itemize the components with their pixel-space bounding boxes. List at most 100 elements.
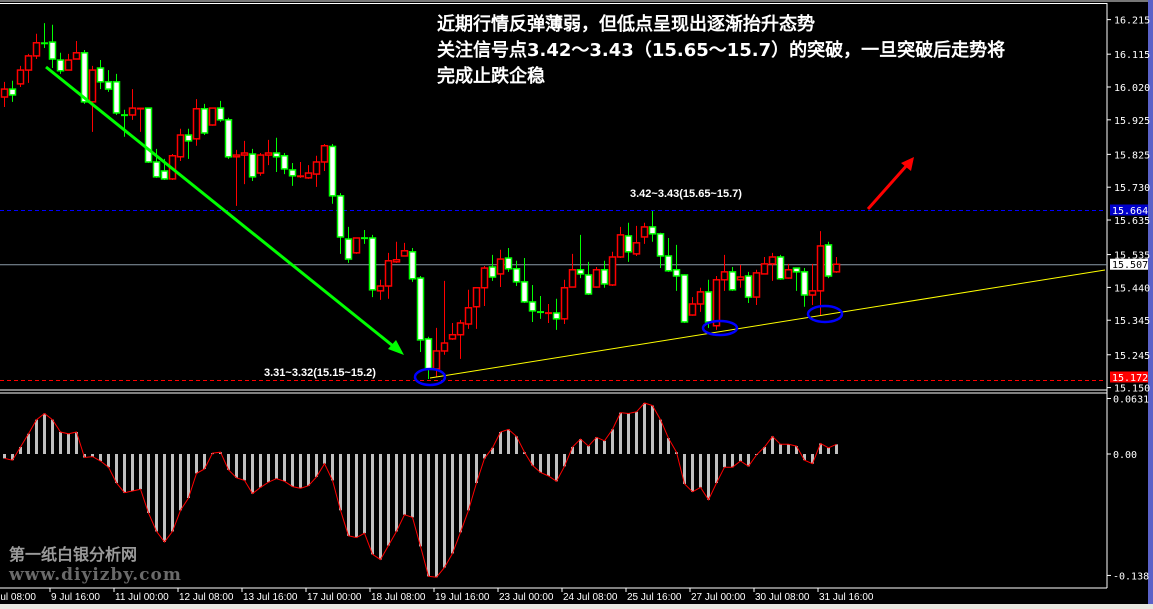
candle-bullish: [832, 256, 841, 273]
candle-body: [672, 269, 681, 277]
candle-body: [176, 134, 185, 158]
histogram-bar: [411, 454, 414, 518]
candle-bearish: [824, 241, 833, 279]
svg-text:15.507: 15.507: [1112, 260, 1148, 271]
candle-bullish: [16, 65, 25, 88]
time-tick-label: 27 Jul 00:00: [691, 592, 746, 603]
candle-bullish: [128, 89, 137, 120]
histogram-bar: [691, 454, 694, 492]
low-circle-3[interactable]: [806, 304, 844, 324]
candle-bullish: [72, 41, 81, 60]
low-circle-2[interactable]: [701, 319, 739, 337]
candle-body: [376, 285, 385, 292]
candle-bullish: [312, 155, 321, 187]
svg-text:15.664: 15.664: [1112, 206, 1148, 217]
candle-body: [480, 267, 489, 289]
time-tick-label: 11 Jul 00:00: [115, 592, 169, 603]
histogram-bar: [459, 454, 462, 533]
histogram-bar: [59, 432, 62, 454]
histogram-bar: [723, 454, 726, 468]
histogram-bar: [491, 447, 494, 454]
candle-bullish: [376, 279, 385, 300]
candle-body: [304, 172, 313, 179]
candle-body: [192, 108, 201, 140]
candle-bearish: [216, 100, 225, 122]
candle-bearish: [648, 211, 657, 242]
candle-bullish: [320, 144, 329, 171]
histogram-bar: [11, 454, 14, 461]
candle-bullish: [64, 53, 73, 71]
histogram-bar: [395, 454, 398, 532]
candle-bearish: [80, 50, 89, 104]
histogram-bar: [339, 454, 342, 511]
time-tick-label: 17 Jul 00:00: [307, 592, 362, 603]
histogram-bar: [171, 454, 174, 532]
candle-bullish: [256, 152, 265, 176]
candle-bearish: [624, 222, 633, 262]
candle-body: [184, 134, 193, 142]
candle-body: [576, 269, 585, 275]
histogram-bar: [315, 454, 318, 477]
candle-body: [832, 263, 841, 273]
time-tick-label: 6 Jul 08:00: [0, 592, 36, 603]
time-tick-label: 31 Jul 16:00: [819, 592, 874, 603]
price-tick-label: 15.245: [1114, 351, 1150, 362]
candle-bullish: [808, 263, 817, 306]
candle-body: [144, 107, 153, 163]
histogram-bar: [147, 454, 150, 513]
candle-bullish: [472, 286, 481, 329]
candle-body: [216, 107, 225, 121]
histogram-bar: [571, 446, 574, 454]
candle-body: [200, 108, 209, 134]
candle-body: [48, 41, 57, 60]
histogram-bar: [611, 429, 614, 454]
candle-bearish: [224, 117, 233, 159]
candle-bullish: [480, 265, 489, 307]
low-circle-1[interactable]: [413, 367, 447, 387]
candle-bearish: [672, 244, 681, 291]
histogram-bar: [387, 454, 390, 546]
histogram-bar: [563, 454, 566, 467]
candle-bearish: [552, 298, 561, 330]
price-axis: 16.215 16.115 16.020 15.925 15.825 15.730 15.6…: [1107, 16, 1150, 395]
candle-bearish: [408, 248, 417, 282]
price-tick-label: 16.020: [1114, 83, 1150, 94]
support-annotation: 3.31~3.32(15.15~15.2): [264, 367, 376, 379]
price-tick-label: 15.825: [1114, 150, 1150, 161]
candle-body: [0, 88, 9, 98]
candle-body: [248, 153, 257, 178]
candle-body: [312, 161, 321, 175]
price-tick-label: 15.150: [1114, 384, 1150, 395]
candle-bearish: [152, 148, 161, 178]
breakout-arrow[interactable]: [866, 157, 914, 210]
svg-text:15.172: 15.172: [1112, 373, 1148, 384]
candle-body: [416, 277, 425, 341]
time-axis: 6 Jul 08:00 9 Jul 16:00 11 Jul 00:00 12 Jul…: [0, 588, 874, 603]
downtrend-arrow[interactable]: [45, 65, 404, 355]
candle-body: [616, 234, 625, 258]
histogram-bar: [595, 437, 598, 454]
histogram-bar: [427, 454, 430, 577]
time-tick-label: 23 Jul 00:00: [499, 592, 554, 603]
histogram-bar: [635, 411, 638, 454]
current-price-marker: 15.507: [1110, 258, 1148, 271]
candle-bullish: [0, 81, 9, 108]
candle-body: [760, 263, 769, 275]
candle-body: [728, 271, 737, 291]
price-tick-label: 15.925: [1114, 116, 1150, 127]
histogram-bar: [99, 454, 102, 462]
time-tick-label: 18 Jul 08:00: [371, 592, 426, 603]
candle-bullish: [784, 263, 793, 279]
candle-bearish: [512, 260, 521, 287]
candle-bullish: [736, 264, 745, 288]
candle-body: [112, 81, 121, 114]
histogram-bar: [763, 446, 766, 454]
candle-bullish: [616, 226, 625, 259]
candle-bearish: [800, 268, 809, 307]
candle-body: [768, 256, 777, 265]
price-tick-label: 16.115: [1114, 50, 1150, 61]
histogram-bar: [531, 454, 534, 466]
candle-body: [432, 350, 441, 370]
histogram-bar: [259, 454, 262, 488]
uptrend-support-line[interactable]: [429, 269, 1106, 379]
